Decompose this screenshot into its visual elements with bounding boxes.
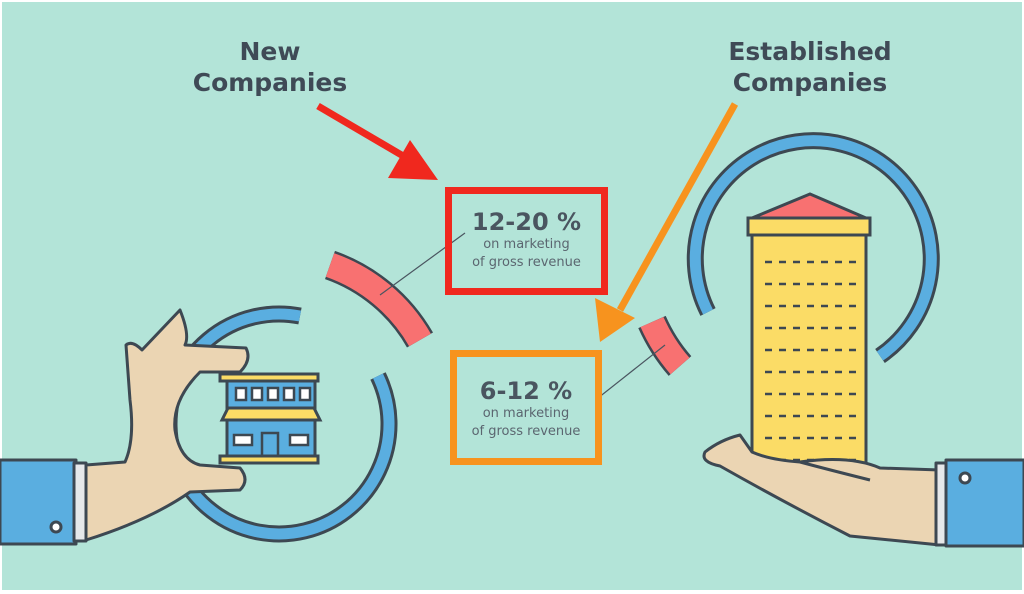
established-leader-line (597, 344, 666, 399)
orange-arrow (595, 102, 739, 342)
percentage: 12-20 % (471, 208, 582, 236)
established-companies-title: Established Companies (700, 36, 920, 98)
new-ring-arc (163, 308, 395, 540)
stat-line: on marketing (482, 406, 570, 421)
left-hand-icon (0, 308, 250, 546)
storefront-icon (218, 372, 323, 465)
established-companies-stat-box: 6-12 % on marketing of gross revenue (450, 350, 602, 465)
office-tower-icon (746, 192, 872, 479)
stat-line: on marketing (483, 237, 570, 252)
red-arrow (316, 102, 438, 180)
title-line: New (239, 37, 301, 66)
new-companies-stat-box: 12-20 % on marketing of gross revenue (445, 187, 608, 295)
right-hand-icon (702, 433, 1024, 548)
stat-line: of gross revenue (472, 255, 581, 270)
new-companies-title: New Companies (170, 36, 370, 98)
title-line: Established (728, 37, 892, 66)
title-line: Companies (732, 68, 888, 97)
percentage: 6-12 % (479, 377, 573, 405)
established-ring-arc (689, 135, 937, 361)
stat-line: of gross revenue (471, 424, 581, 439)
title-line: Companies (192, 68, 348, 97)
